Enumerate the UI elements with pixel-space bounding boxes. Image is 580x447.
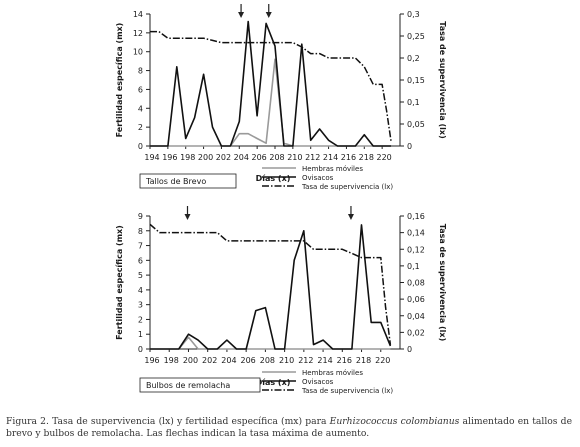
chart2-y-tick-label: 1 (138, 330, 143, 339)
chart2-y-tick-label: 2 (138, 315, 143, 324)
caption-prefix: Figura 2. Tasa de supervivencia (lx) y f… (6, 416, 330, 427)
chart2-legend-label-hembras: Hembras móviles (302, 369, 363, 377)
chart1-y2-tick-label: 0,3 (407, 10, 420, 19)
chart2-x-tick-label: 220 (375, 356, 390, 365)
chart2-arrow-head (347, 214, 354, 220)
chart1-x-tick-label: 210 (287, 153, 302, 162)
chart1-series-lx (150, 30, 392, 142)
chart1-y-tick-label: 0 (138, 142, 143, 151)
chart1-x-tick-label: 200 (198, 153, 213, 162)
chart2-y-tick-label: 8 (138, 227, 143, 236)
chart1-x-tick-label: 202 (216, 153, 231, 162)
chart1-x-tick-label: 216 (341, 153, 356, 162)
chart1-x-tick-label: 198 (180, 153, 195, 162)
chart1-y-axis-title: Fertilidad específica (mx) (115, 23, 124, 138)
chart1-y-tick-label: 12 (133, 29, 143, 38)
chart1-x-tick-label: 220 (377, 153, 392, 162)
figure-caption: Figura 2. Tasa de supervivencia (lx) y f… (6, 416, 572, 440)
chart1-y2-tick-label: 0,25 (407, 32, 425, 41)
chart1-y-tick-label: 6 (138, 85, 143, 94)
chart1-x-tick-label: 194 (144, 153, 159, 162)
chart1-y2-tick-label: 0,2 (407, 54, 420, 63)
chart2-y2-tick-label: 0,16 (407, 212, 425, 221)
chart2-x-tick-label: 212 (298, 356, 313, 365)
chart1-x-tick-label: 218 (359, 153, 374, 162)
chart2-y-tick-label: 5 (138, 271, 143, 280)
chart2-panel-label: Bulbos de remolacha (146, 381, 230, 390)
chart1-legend-label-mx: Ovisacos (302, 174, 334, 182)
caption-species: Eurhizococcus colombianus (329, 416, 460, 427)
chart2-x-tick-label: 214 (317, 356, 332, 365)
chart2-y2-tick-label: 0,14 (407, 229, 425, 238)
chart1-x-tick-label: 204 (234, 153, 249, 162)
chart2-y-axis-title: Fertilidad específica (mx) (115, 225, 124, 340)
chart2-x-tick-label: 198 (164, 356, 179, 365)
chart2-x-tick-label: 208 (260, 356, 275, 365)
chart1-y2-tick-label: 0,1 (407, 98, 420, 107)
chart2-arrow-head (184, 214, 191, 220)
chart2-y2-tick-label: 0,04 (407, 312, 425, 321)
chart2-x-tick-label: 202 (202, 356, 217, 365)
chart1-panel-label: Tallos de Brevo (145, 177, 206, 186)
chart1-y2-tick-label: 0,15 (407, 76, 425, 85)
chart2-series-mx (150, 224, 392, 350)
chart2-y2-tick-label: 0,12 (407, 245, 425, 254)
chart2-x-axis-title: Días (x) (256, 378, 291, 387)
caption-suffix: alimentado en tallos de brevo y bulbos d… (6, 416, 573, 439)
chart2-y-tick-label: 6 (138, 256, 143, 265)
chart2-y-tick-label: 4 (138, 286, 143, 295)
chart1-legend-label-lx: Tasa de supervivencia (lx) (301, 183, 393, 191)
chart2-y2-tick-label: 0,08 (407, 279, 425, 288)
chart1-y2-tick-label: 0 (407, 142, 412, 151)
chart1-x-tick-label: 208 (269, 153, 284, 162)
chart1-y-tick-label: 4 (138, 104, 143, 113)
chart2-x-tick-label: 196 (144, 356, 159, 365)
chart2-y-tick-label: 0 (138, 345, 143, 354)
chart2-x-tick-label: 210 (279, 356, 294, 365)
chart2-x-tick-label: 200 (183, 356, 198, 365)
chart1-panel-label-box (139, 173, 237, 189)
chart1-y2-tick-label: 0,05 (407, 120, 425, 129)
chart2-y2-axis-title: Tasa de supervivencia (lx) (438, 224, 447, 341)
chart1-x-tick-label: 206 (252, 153, 267, 162)
chart1-legend-label-hembras: Hembras móviles (302, 165, 363, 173)
chart1-arrow-head (238, 12, 245, 18)
chart2-series-lx (149, 223, 392, 345)
chart1-y-tick-label: 8 (138, 67, 143, 76)
chart2-y2-tick-label: 0 (407, 345, 412, 354)
chart2-y2-tick-label: 0,1 (407, 262, 420, 271)
chart2-legend-label-mx: Ovisacos (302, 378, 334, 386)
chart2-x-tick-label: 206 (241, 356, 256, 365)
chart1-series-hembras (150, 58, 392, 147)
chart2-x-tick-label: 216 (337, 356, 352, 365)
chart1-x-tick-label: 212 (305, 153, 320, 162)
chart1-y-tick-label: 10 (133, 48, 143, 57)
chart1-series-mx (150, 20, 392, 147)
chart1-x-tick-label: 196 (162, 153, 177, 162)
chart1-x-axis-title: Días (x) (256, 174, 291, 183)
chart2-x-tick-label: 204 (221, 356, 236, 365)
chart2-x-tick-label: 218 (356, 356, 371, 365)
chart1-x-tick-label: 214 (323, 153, 338, 162)
chart2-y2-tick-label: 0,06 (407, 295, 425, 304)
chart2-y-tick-label: 3 (138, 301, 143, 310)
chart1-arrow-head (265, 12, 272, 18)
chart1-y-tick-label: 14 (133, 10, 143, 19)
chart2-legend-label-lx: Tasa de supervivencia (lx) (301, 387, 393, 395)
chart2-y-tick-label: 9 (138, 212, 143, 221)
chart2-y-tick-label: 7 (138, 242, 143, 251)
chart2-y2-tick-label: 0,02 (407, 328, 425, 337)
chart1-y-tick-label: 2 (138, 123, 143, 132)
chart2-panel-label-box (139, 377, 261, 393)
chart1-y2-axis-title: Tasa de supervivencia (lx) (438, 21, 447, 138)
